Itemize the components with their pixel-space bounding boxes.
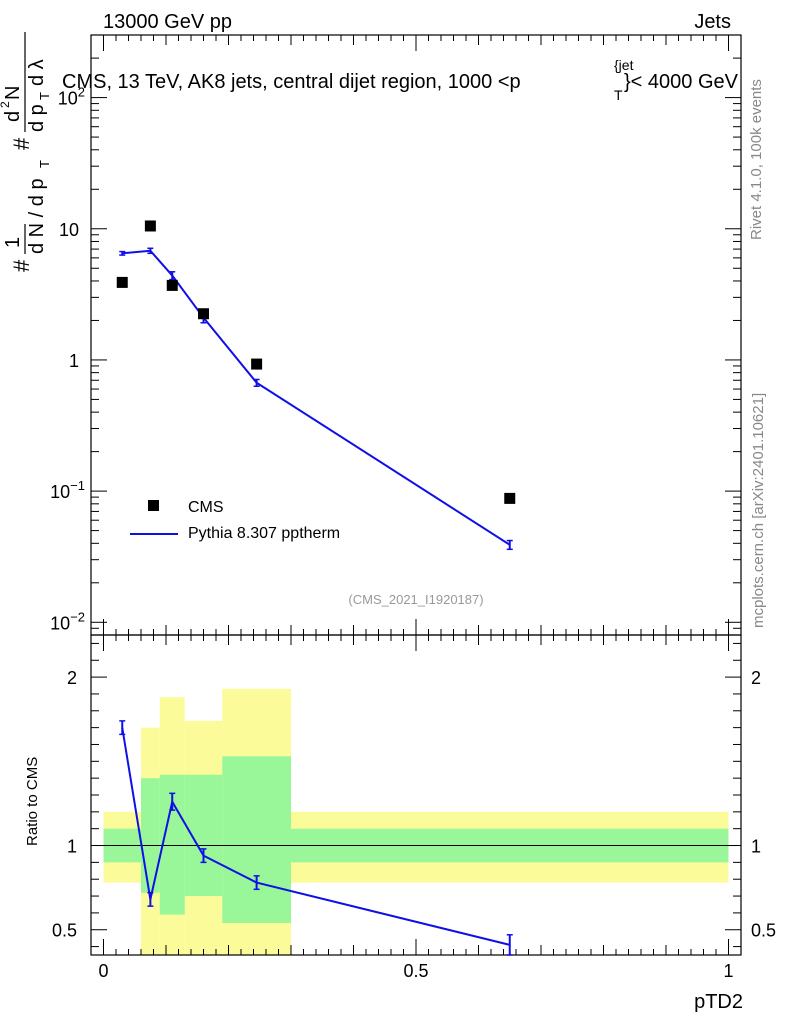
analysis-id-label: (CMS_2021_I1920187) — [348, 592, 483, 607]
cms-data-point — [116, 276, 128, 288]
main-y-tick-label-4: 102 — [58, 85, 85, 109]
svg-text:1: 1 — [2, 237, 24, 248]
svg-text:#: # — [9, 259, 34, 272]
ratio-y-tick-label-right-1: 1 — [751, 837, 761, 857]
cms-data-point — [504, 492, 516, 504]
ratio-y-tick-label-right-0: 0.5 — [751, 921, 776, 941]
svg-text:d N / d p: d N / d p — [26, 178, 48, 254]
main-y-tick-label-2: 1 — [69, 351, 79, 371]
cms-data-point — [251, 358, 263, 370]
ratio-x-tick-label-1: 0.5 — [403, 961, 428, 981]
cms-data-point — [144, 220, 156, 232]
main-title-text: CMS, 13 TeV, AK8 jets, central dijet reg… — [62, 71, 521, 93]
main-y-tick-label-1: 10−1 — [50, 478, 85, 502]
legend-data-label: CMS — [188, 499, 224, 516]
ratio-band-inner-3 — [184, 774, 223, 897]
main-y-axis-label: # 1 d N / d p T # d 2 N d p T d λ — [0, 32, 52, 272]
main-y-tick-label-0: 10−2 — [50, 609, 85, 633]
ratio-band-inner-4 — [222, 756, 291, 923]
legend-data-marker — [148, 500, 159, 511]
svg-text:T: T — [37, 92, 52, 100]
ratio-panel: 0 0.5 1 0.5 0.5 1 1 2 2 — [52, 634, 776, 981]
header-energy: 13000 GeV pp — [103, 11, 232, 33]
main-title-sup: {jet — [614, 57, 634, 73]
ratio-mc-line — [121, 727, 510, 946]
ratio-x-tick-label-0: 0 — [98, 961, 108, 981]
main-title-sub: T — [614, 87, 623, 103]
ratio-y-tick-label-left-0: 0.5 — [52, 921, 77, 941]
ratio-y-axis-label: Ratio to CMS — [24, 757, 41, 846]
svg-text:#: # — [9, 137, 34, 150]
header-process: Jets — [694, 11, 731, 33]
svg-text:N: N — [2, 86, 24, 100]
svg-text:d: d — [2, 111, 24, 122]
mcplots-label: mcplots.cern.ch [arXiv:2401.10621] — [750, 393, 767, 628]
ratio-y-tick-label-right-2: 2 — [751, 668, 761, 688]
ratio-band-inner-1 — [141, 778, 160, 893]
main-title: CMS, 13 TeV, AK8 jets, central dijet reg… — [62, 57, 739, 103]
rivet-version-label: Rivet 4.1.0, 100k events — [748, 79, 765, 240]
mc-series-line — [122, 249, 511, 546]
svg-text:2: 2 — [0, 101, 12, 108]
ratio-x-tick-label-2: 1 — [723, 961, 733, 981]
svg-text:T: T — [37, 160, 52, 168]
legend-mc-label: Pythia 8.307 pptherm — [188, 525, 340, 542]
x-axis-label: pTD2 — [694, 991, 743, 1013]
main-frame — [90, 34, 742, 636]
cms-data-point — [166, 279, 178, 291]
cms-data-point — [198, 308, 209, 320]
main-panel: 10−2 10−1 1 10 102 — [50, 34, 742, 636]
svg-text:d λ: d λ — [26, 59, 48, 86]
main-y-tick-label-3: 10 — [59, 220, 79, 240]
legend: CMS Pythia 8.307 pptherm — [130, 499, 340, 542]
ratio-y-tick-label-left-2: 2 — [67, 668, 77, 688]
svg-text:d p: d p — [26, 104, 48, 132]
main-title-end: }< 4000 GeV — [624, 71, 739, 93]
ratio-y-tick-label-left-1: 1 — [67, 837, 77, 857]
